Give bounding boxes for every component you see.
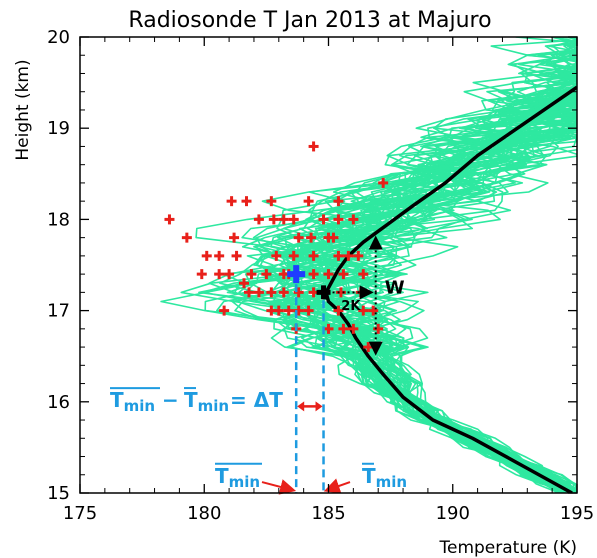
minimum-marker: [323, 232, 334, 243]
label-tmin-bar: Tmin: [215, 464, 260, 491]
y-axis-label: Height (km): [13, 59, 33, 160]
profile-lines: [160, 37, 577, 493]
minimum-marker: [253, 287, 264, 298]
y-tick-label: 20: [47, 27, 70, 48]
minimum-marker: [368, 305, 379, 316]
minimum-marker: [288, 250, 299, 261]
y-tick-label: 19: [47, 118, 70, 139]
equation-tmin: Tmin: [184, 388, 229, 415]
x-tick-label: 175: [63, 503, 97, 524]
minimum-marker: [273, 305, 284, 316]
y-tick-label: 16: [47, 392, 70, 413]
y-tick-label: 15: [47, 483, 70, 504]
minimum-marker: [266, 287, 277, 298]
minimum-marker: [303, 305, 314, 316]
minimum-marker: [306, 232, 317, 243]
mean-profile-line: [324, 85, 577, 493]
minimum-marker: [323, 323, 334, 334]
minimum-marker: [243, 287, 254, 298]
x-tick-label: 190: [436, 503, 470, 524]
minimum-marker: [201, 250, 212, 261]
mean-profile-group: [324, 85, 577, 493]
minimum-marker: [229, 232, 240, 243]
x-tick-label: 180: [187, 503, 221, 524]
profile-line: [208, 70, 577, 493]
minimum-marker: [308, 250, 319, 261]
minimum-marker: [226, 196, 237, 207]
minimum-marker: [261, 269, 272, 280]
minimum-marker: [253, 214, 264, 225]
minimum-marker: [353, 250, 364, 261]
minimum-marker: [293, 232, 304, 243]
x-tick-label: 185: [311, 503, 345, 524]
minimum-marker: [333, 214, 344, 225]
y-axis: 15 16 17 18 19 20: [47, 27, 577, 504]
x-axis-label: Temperature (K): [438, 538, 577, 558]
chart-title: Radiosonde T Jan 2013 at Majuro: [128, 8, 491, 33]
mean-of-minima-marker: [287, 265, 306, 284]
minimum-marker: [219, 305, 230, 316]
x-axis: 175 180 185 190 195: [63, 37, 594, 524]
w-label: W: [385, 278, 405, 299]
minimum-marker: [378, 177, 389, 188]
arrow-right-label: [323, 478, 351, 494]
minimum-marker: [241, 196, 252, 207]
minimum-marker: [266, 196, 277, 207]
minimum-marker: [214, 250, 225, 261]
minimum-marker: [239, 278, 250, 289]
minimum-marker: [268, 214, 279, 225]
minimum-marker: [293, 287, 304, 298]
minimum-marker: [333, 305, 344, 316]
minimum-marker: [333, 196, 344, 207]
minimum-marker: [348, 323, 359, 334]
label-tmin: Tmin: [362, 464, 407, 491]
minimum-marker: [348, 214, 359, 225]
y-tick-label: 18: [47, 209, 70, 230]
equation-minus: −: [162, 388, 179, 412]
minimum-marker: [278, 214, 289, 225]
minimum-marker: [271, 250, 282, 261]
minimum-marker: [358, 305, 369, 316]
minimum-marker: [318, 214, 329, 225]
daily-minima-markers: [164, 141, 389, 353]
minimum-marker: [214, 269, 225, 280]
two-k-label: 2K: [341, 299, 361, 314]
minimum-marker: [231, 250, 242, 261]
y-tick-label: 17: [47, 301, 70, 322]
equation-delta: = ΔT: [230, 388, 283, 412]
minimum-marker: [308, 269, 319, 280]
minimum-marker: [338, 323, 349, 334]
minimum-marker: [308, 141, 319, 152]
minimum-marker: [333, 250, 344, 261]
arrow-left-label: [261, 479, 297, 495]
minimum-marker: [338, 269, 349, 280]
delta-arrow-right-head: [315, 401, 323, 412]
profile-line: [313, 95, 577, 493]
minimum-marker: [246, 269, 257, 280]
minimum-marker: [323, 269, 334, 280]
minimum-marker: [224, 269, 235, 280]
x-tick-label: 195: [560, 503, 594, 524]
minimum-marker: [343, 250, 354, 261]
profile-line: [317, 70, 577, 491]
delta-arrow-left-head: [297, 401, 305, 412]
minimum-marker: [278, 287, 289, 298]
profile-line: [259, 58, 577, 493]
minimum-marker: [196, 269, 207, 280]
equation-tmin-bar: Tmin: [110, 388, 155, 415]
minimum-marker: [303, 196, 314, 207]
minimum-marker: [181, 232, 192, 243]
minimum-marker: [283, 305, 294, 316]
minimum-marker: [358, 269, 369, 280]
minimum-marker: [164, 214, 175, 225]
minimum-marker: [288, 214, 299, 225]
